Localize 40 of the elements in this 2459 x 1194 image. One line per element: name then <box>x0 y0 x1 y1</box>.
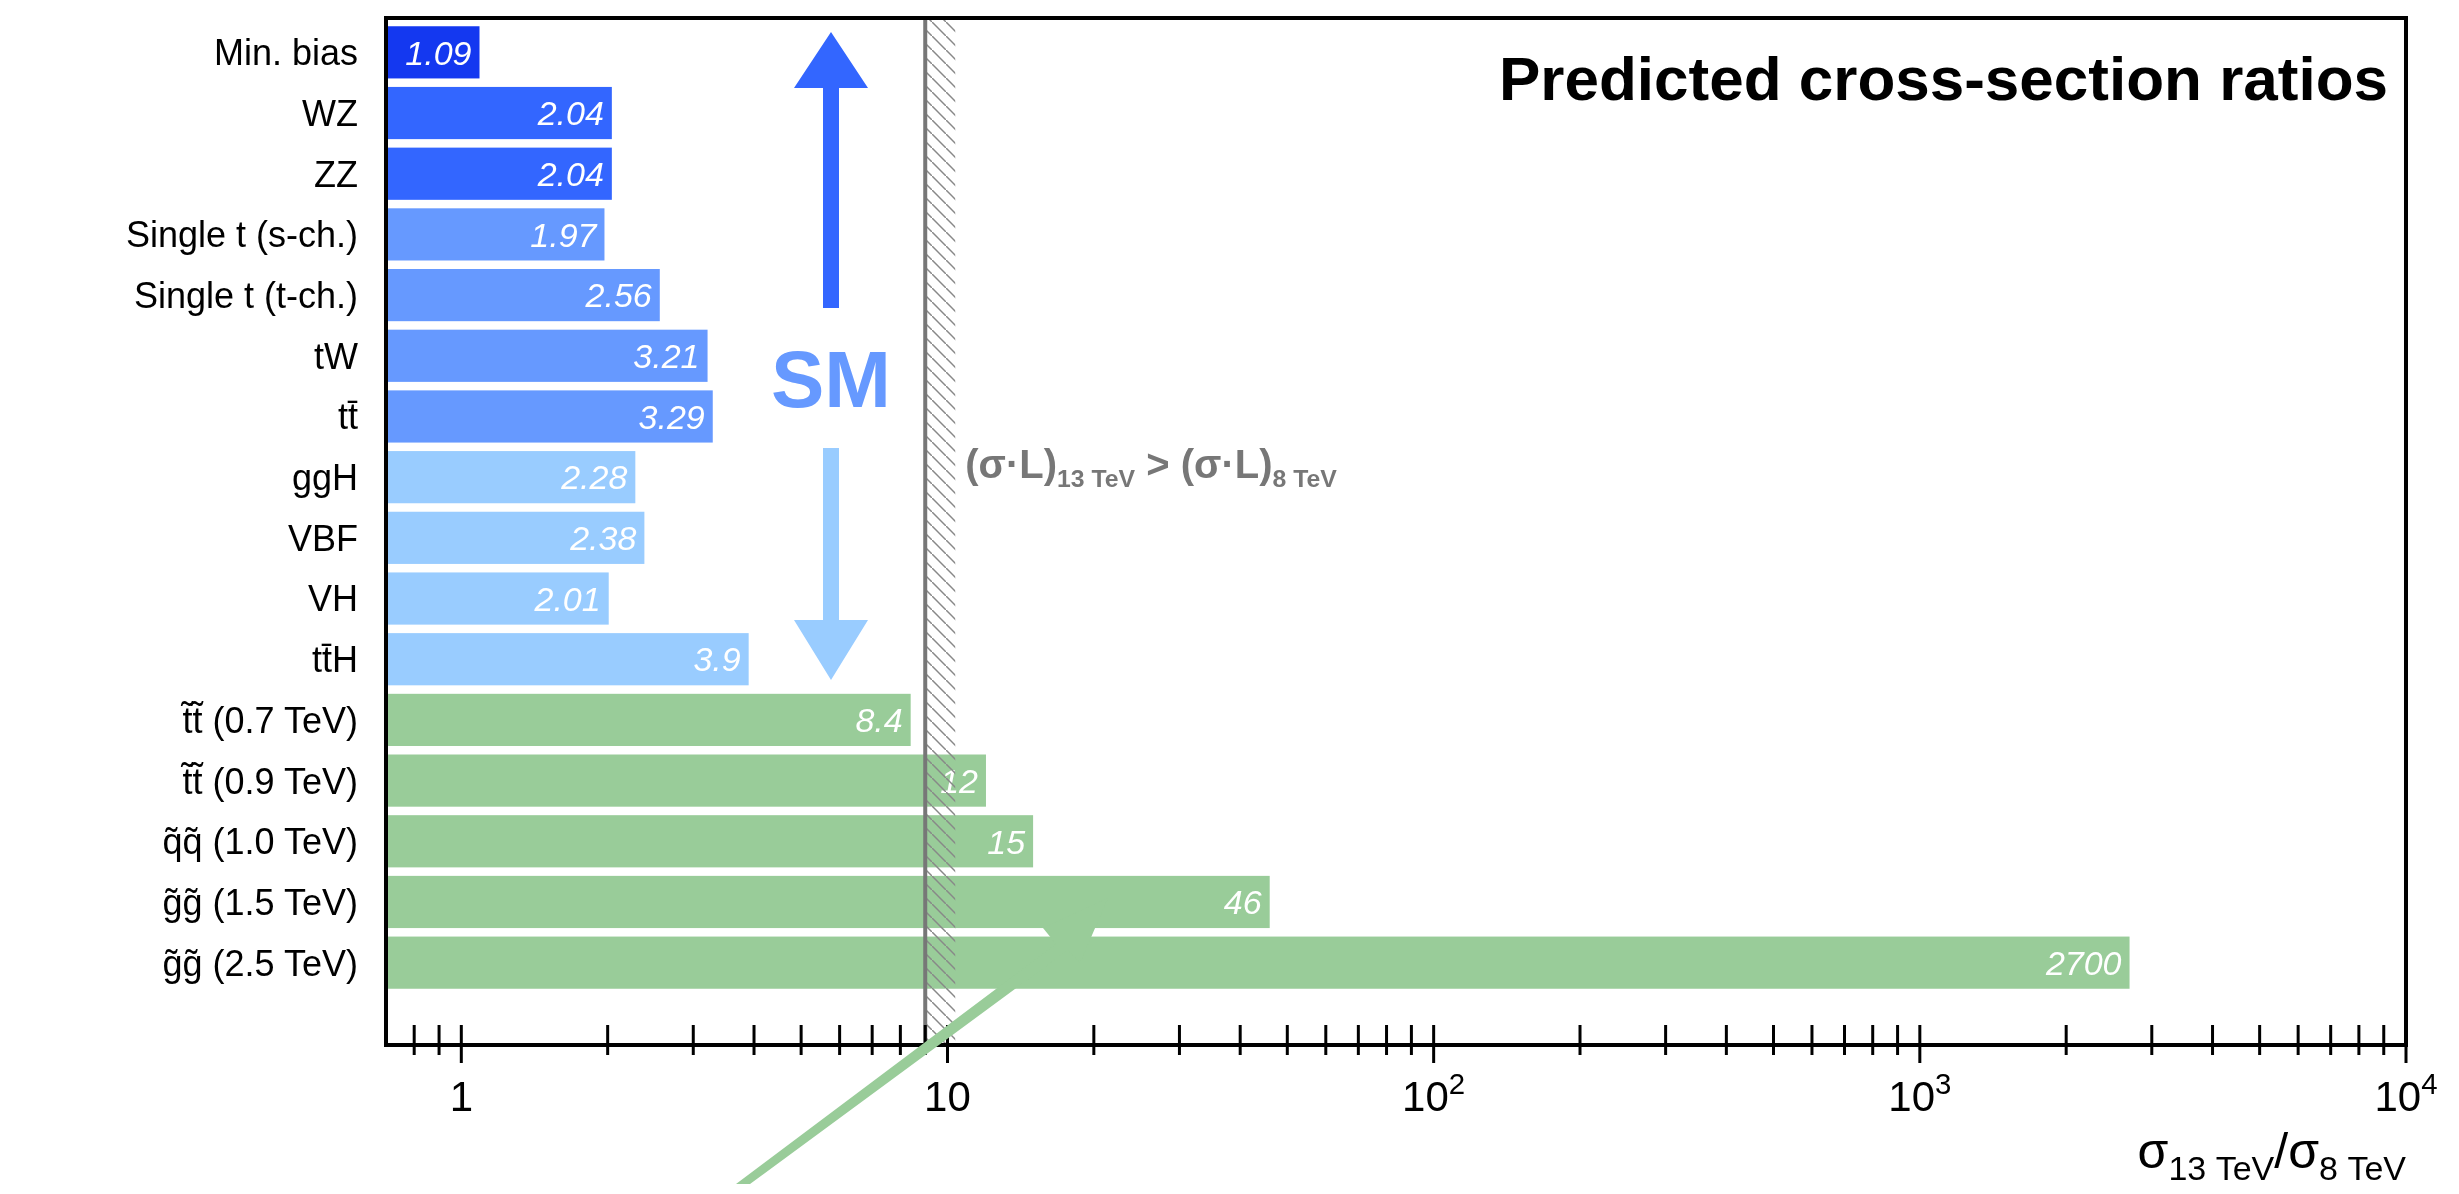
data-label: 1.09 <box>405 33 472 72</box>
data-label: 3.9 <box>693 640 741 679</box>
y-tick-label: t̃t̃ (0.9 TeV) <box>180 760 358 802</box>
data-label: 2.04 <box>536 154 604 193</box>
y-tick-label: ggH <box>291 457 358 499</box>
data-label: 8.4 <box>855 701 903 740</box>
y-tick-label: g̃g̃ (1.5 TeV) <box>162 881 358 923</box>
y-tick-label: Single t (s-ch.) <box>125 214 358 256</box>
data-label: 1.97 <box>530 215 598 254</box>
data-label: 2.56 <box>584 276 652 315</box>
chart-title: Predicted cross-section ratios <box>1499 44 2388 113</box>
y-tick-label: tW <box>314 335 359 377</box>
x-tick-label: 10$^{4}$ <box>2374 1066 2438 1120</box>
data-label: 2700 <box>2044 943 2122 982</box>
x-tick-label: 10$^{3}$ <box>1888 1066 1952 1120</box>
ref-line-label: (σ·L)$_{13 TeV}$ > (σ·L)$_{8 TeV}$ <box>965 442 1338 492</box>
x-tick-label: 10 <box>924 1073 971 1120</box>
data-label: 3.21 <box>633 337 700 376</box>
data-label: 15 <box>987 822 1026 861</box>
data-label: 2.04 <box>536 94 604 133</box>
y-tick-label: VH <box>307 578 358 620</box>
data-label: 3.29 <box>638 397 705 436</box>
x-tick-label: 10$^{2}$ <box>1402 1066 1466 1120</box>
y-tick-label: ZZ <box>314 153 358 195</box>
y-tick-label: Min. bias <box>213 32 358 74</box>
y-tick-label: q̃q̃ (1.0 TeV) <box>162 821 358 863</box>
y-tick-label: tt̄ <box>337 396 358 438</box>
data-label: 2.28 <box>560 458 628 497</box>
data-label: 2.01 <box>533 579 601 618</box>
y-tick-label: Single t (t-ch.) <box>133 275 358 317</box>
y-tick-label: t̃t̃ (0.7 TeV) <box>180 699 358 741</box>
data-label: 2.38 <box>569 519 637 558</box>
y-tick-label: WZ <box>302 92 358 134</box>
y-tick-label: g̃g̃ (2.5 TeV) <box>162 942 358 984</box>
x-tick-label: 1 <box>449 1073 473 1120</box>
y-tick-label: tt̄H <box>311 639 358 681</box>
y-tick-label: VBF <box>287 517 358 559</box>
data-label: 46 <box>1223 883 1262 922</box>
annotation: SM <box>771 334 891 424</box>
x-axis-title: σ$_{13 TeV}$/σ$_{8 TeV}$ <box>2137 1123 2407 1187</box>
